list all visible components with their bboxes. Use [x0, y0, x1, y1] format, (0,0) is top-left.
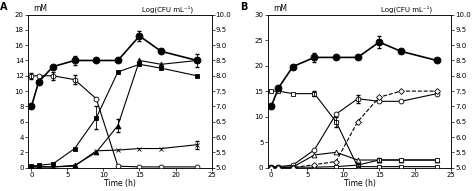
Text: B: B — [240, 2, 247, 12]
X-axis label: Time (h): Time (h) — [344, 179, 375, 188]
Text: mM: mM — [33, 4, 47, 13]
Text: Log(CFU mL⁻¹): Log(CFU mL⁻¹) — [142, 6, 193, 13]
Text: A: A — [0, 2, 8, 12]
Text: mM: mM — [273, 4, 287, 13]
Text: Log(CFU mL⁻¹): Log(CFU mL⁻¹) — [382, 6, 433, 13]
X-axis label: Time (h): Time (h) — [104, 179, 136, 188]
